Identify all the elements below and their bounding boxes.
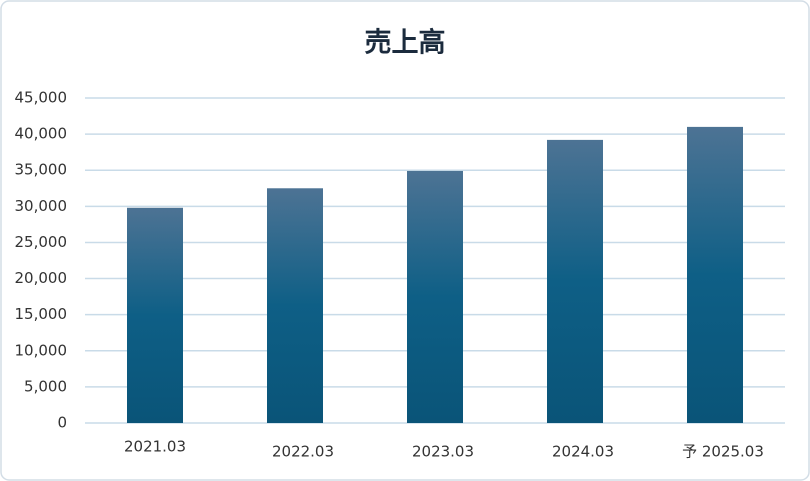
x-tick-label: 2021.03 <box>124 438 186 456</box>
bar <box>407 170 463 423</box>
y-tick-label: 25,000 <box>15 233 68 251</box>
x-tick-label: 2024.03 <box>552 443 614 461</box>
y-tick-label: 30,000 <box>15 197 68 215</box>
chart-title: 売上高 <box>365 27 446 59</box>
y-tick-label: 15,000 <box>15 305 68 323</box>
bar <box>267 188 323 423</box>
bar <box>547 139 603 423</box>
y-tick-label: 0 <box>57 414 67 432</box>
y-tick-label: 5,000 <box>24 377 67 395</box>
bar <box>127 207 183 423</box>
x-tick-label: 2023.03 <box>412 443 474 461</box>
x-tick-label: 2022.03 <box>272 443 334 461</box>
y-tick-label: 35,000 <box>15 161 68 179</box>
y-tick-label: 10,000 <box>15 341 68 359</box>
bar <box>687 126 743 423</box>
y-tick-label: 40,000 <box>15 125 68 143</box>
y-tick-label: 45,000 <box>15 89 68 107</box>
y-tick-label: 20,000 <box>15 269 68 287</box>
x-tick-label: 予 2025.03 <box>682 443 764 461</box>
